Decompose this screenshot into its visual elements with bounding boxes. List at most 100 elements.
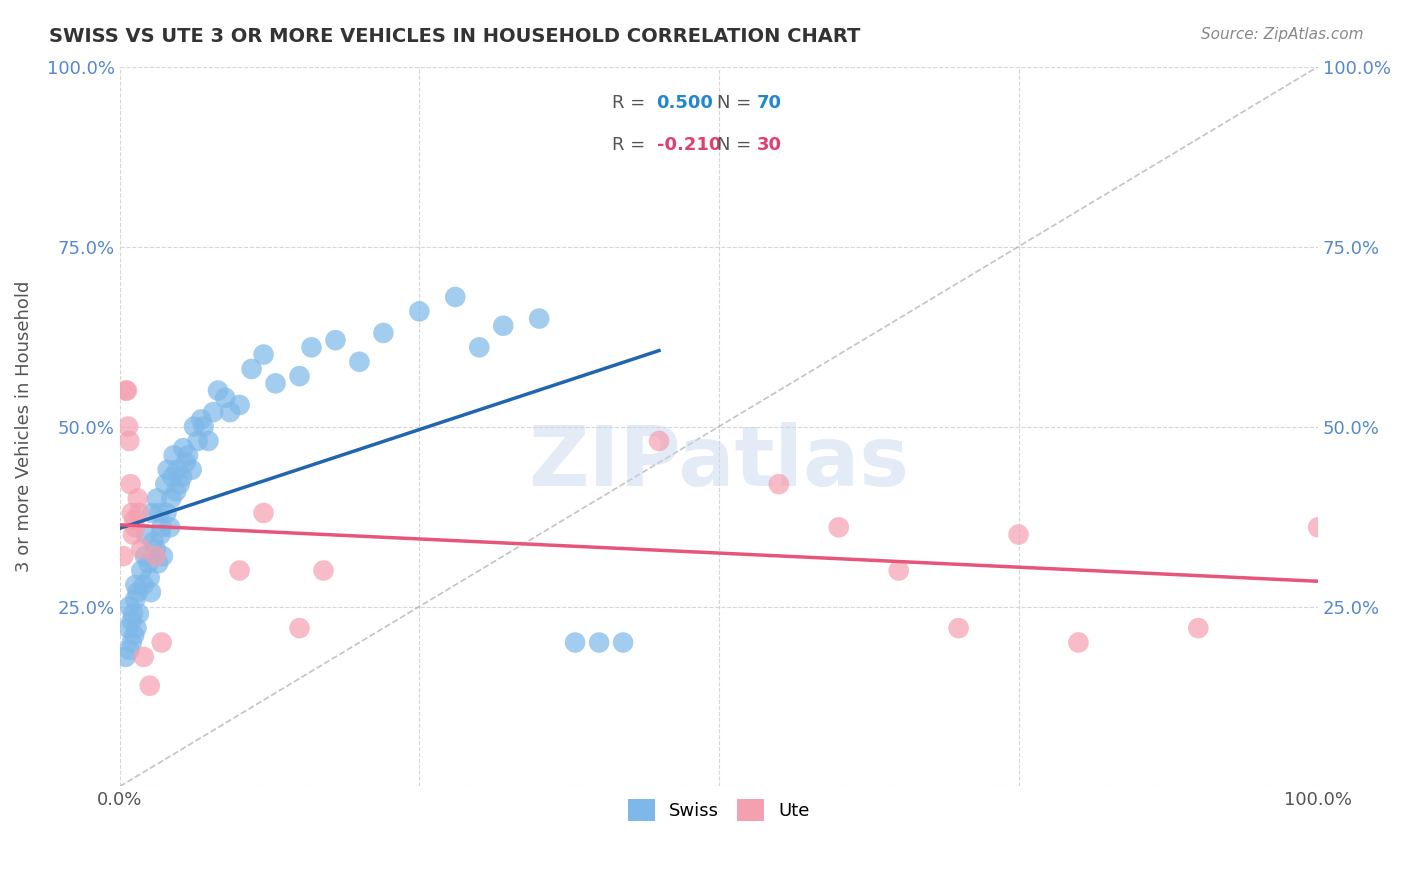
Point [166, 463, 188, 477]
Point [183, 419, 205, 434]
Point [114, 384, 136, 398]
Point [131, 541, 153, 556]
Point [117, 621, 139, 635]
Point [219, 405, 242, 419]
Text: R =: R = [612, 136, 651, 154]
Text: R =: R = [612, 94, 651, 112]
Point [228, 564, 250, 578]
Point [207, 384, 229, 398]
Point [264, 376, 287, 391]
Point [134, 549, 156, 563]
Point [122, 628, 145, 642]
Text: ZIPatlas: ZIPatlas [529, 422, 910, 503]
Point [648, 434, 671, 448]
Point [1007, 527, 1029, 541]
Text: 30: 30 [756, 136, 782, 154]
Point [190, 412, 212, 426]
Legend: Swiss, Ute: Swiss, Ute [613, 784, 825, 835]
Point [146, 491, 169, 506]
Point [197, 434, 219, 448]
Point [122, 513, 145, 527]
Point [288, 621, 311, 635]
Point [131, 564, 153, 578]
Point [159, 520, 181, 534]
Point [121, 506, 143, 520]
Text: SWISS VS UTE 3 OR MORE VEHICLES IN HOUSEHOLD CORRELATION CHART: SWISS VS UTE 3 OR MORE VEHICLES IN HOUSE… [49, 27, 860, 45]
Point [121, 635, 143, 649]
Point [121, 614, 143, 628]
Point [612, 635, 634, 649]
Point [138, 557, 160, 571]
Point [118, 434, 141, 448]
Point [172, 441, 194, 455]
Point [122, 527, 145, 541]
Point [163, 448, 186, 462]
Point [156, 463, 179, 477]
Point [146, 557, 169, 571]
Text: -0.210: -0.210 [657, 136, 721, 154]
Point [139, 585, 162, 599]
Point [150, 520, 173, 534]
Point [118, 599, 141, 614]
Text: 0.500: 0.500 [657, 94, 713, 112]
Y-axis label: 3 or more Vehicles in Household: 3 or more Vehicles in Household [15, 281, 32, 573]
Point [128, 506, 150, 520]
Point [132, 649, 155, 664]
Point [180, 463, 202, 477]
Point [1187, 621, 1209, 635]
Point [252, 506, 274, 520]
Point [114, 649, 136, 664]
Point [125, 621, 148, 635]
Point [187, 434, 209, 448]
Text: 70: 70 [756, 94, 782, 112]
Point [527, 311, 550, 326]
Text: Source: ZipAtlas.com: Source: ZipAtlas.com [1201, 27, 1364, 42]
Point [288, 369, 311, 384]
Point [408, 304, 430, 318]
Point [118, 642, 141, 657]
Point [240, 362, 263, 376]
Point [468, 340, 491, 354]
Point [214, 391, 236, 405]
Point [145, 541, 167, 556]
Point [177, 448, 200, 462]
Point [150, 635, 173, 649]
Point [301, 340, 323, 354]
Point [828, 520, 851, 534]
Point [1067, 635, 1090, 649]
Point [152, 549, 174, 563]
Point [124, 520, 146, 534]
Point [170, 470, 193, 484]
Point [149, 527, 172, 541]
Point [169, 477, 191, 491]
Point [117, 419, 139, 434]
Point [492, 318, 515, 333]
Point [128, 607, 150, 621]
Point [155, 506, 177, 520]
Point [444, 290, 467, 304]
Point [193, 419, 215, 434]
Point [120, 477, 142, 491]
Point [325, 333, 347, 347]
Point [202, 405, 225, 419]
Point [138, 571, 160, 585]
Point [138, 679, 160, 693]
Point [132, 578, 155, 592]
Point [349, 355, 371, 369]
Point [127, 585, 149, 599]
Point [768, 477, 790, 491]
Point [160, 491, 183, 506]
Point [145, 549, 167, 563]
Point [148, 506, 170, 520]
Point [162, 470, 184, 484]
Point [228, 398, 250, 412]
Text: N =: N = [717, 94, 756, 112]
Point [174, 456, 197, 470]
Point [155, 477, 177, 491]
Point [564, 635, 586, 649]
Point [373, 326, 395, 340]
Point [124, 592, 146, 607]
Point [252, 347, 274, 361]
Point [1308, 520, 1330, 534]
Point [948, 621, 970, 635]
